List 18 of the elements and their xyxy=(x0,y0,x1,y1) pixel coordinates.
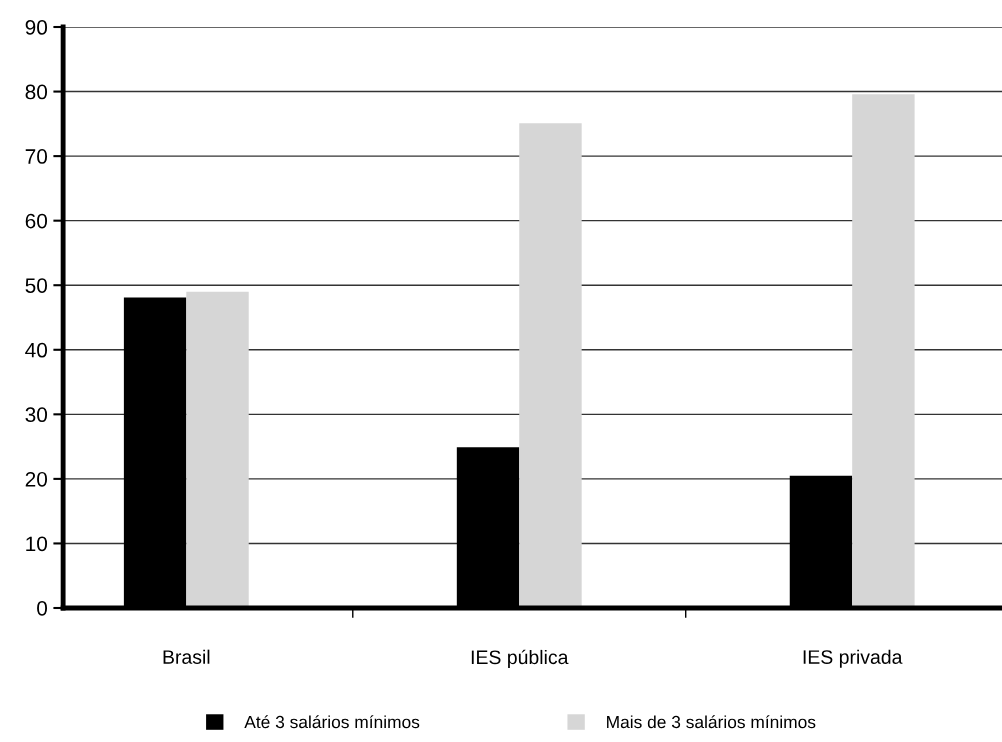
legend-label: Mais de 3 salários mínimos xyxy=(607,715,816,729)
x-tick-label: IES pública xyxy=(471,649,569,669)
bar xyxy=(519,123,582,608)
y-tick-label: 0 xyxy=(37,601,48,616)
bar xyxy=(852,94,915,608)
y-tick-label: 70 xyxy=(25,149,48,164)
y-tick-label: 80 xyxy=(25,84,48,100)
y-tick-label: 20 xyxy=(25,471,48,487)
y-tick-label: 10 xyxy=(26,536,48,552)
x-tick-label: IES privada xyxy=(803,649,903,668)
x-tick-label: Brasil xyxy=(163,649,210,664)
y-tick-label: 30 xyxy=(25,407,48,423)
legend-label: Até 3 salários mínimos xyxy=(244,715,420,729)
y-tick-label: 60 xyxy=(25,213,48,229)
y-tick-label: 50 xyxy=(25,278,48,293)
y-tick-label: 90 xyxy=(25,20,48,35)
y-tick-label: 40 xyxy=(25,342,48,358)
bar xyxy=(186,291,249,608)
